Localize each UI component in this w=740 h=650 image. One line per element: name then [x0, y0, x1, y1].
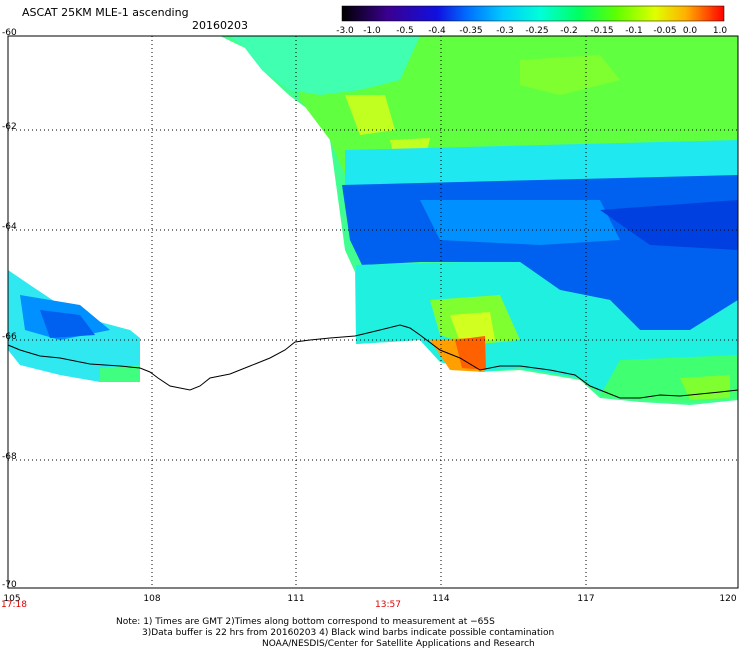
time-label: 17:18 [1, 600, 27, 610]
colorbar-tick: -0.3 [496, 26, 514, 36]
colorbar-tick: -0.05 [653, 26, 677, 36]
colorbar-tick: -0.35 [459, 26, 483, 36]
y-tick-label: -62 [2, 122, 17, 132]
footnote-line-1: Note: 1) Times are GMT 2)Times along bot… [116, 617, 495, 627]
x-tick-label: 114 [432, 594, 450, 604]
y-tick-label: -66 [2, 332, 17, 342]
colorbar-tick: -3.0 [336, 26, 354, 36]
y-tick-label: -64 [2, 222, 17, 232]
y-tick-label: -60 [2, 28, 17, 38]
map-title: ASCAT 25KM MLE-1 ascending [22, 6, 189, 19]
x-tick-label: 105 [3, 594, 21, 604]
x-tick-label: 117 [577, 594, 595, 604]
time-label: 13:57 [375, 600, 401, 610]
colorbar [341, 5, 725, 22]
footnote-line-3: NOAA/NESDIS/Center for Satellite Applica… [262, 639, 535, 649]
x-tick-label: 111 [287, 594, 305, 604]
colorbar-tick: -0.4 [428, 26, 446, 36]
colorbar-tick: -1.0 [363, 26, 381, 36]
colorbar-tick: -0.1 [625, 26, 643, 36]
coastline [7, 324, 739, 399]
grid [8, 36, 738, 588]
colorbar-tick: 1.0 [712, 26, 728, 36]
x-tick-label: 120 [719, 594, 737, 604]
plot-frame [7, 35, 739, 589]
footnote-line-2: 3)Data buffer is 22 hrs from 20160203 4)… [142, 628, 555, 638]
y-tick-label: -70 [2, 580, 17, 590]
swath-data [8, 36, 738, 405]
colorbar-tick: -0.5 [396, 26, 414, 36]
colorbar-tick: 0.0 [682, 26, 698, 36]
x-tick-label: 108 [143, 594, 161, 604]
colorbar-tick: -0.15 [590, 26, 614, 36]
colorbar-tick: -0.25 [525, 26, 549, 36]
y-tick-label: -68 [2, 452, 17, 462]
colorbar-tick: -0.2 [560, 26, 578, 36]
map-date: 20160203 [192, 19, 248, 32]
